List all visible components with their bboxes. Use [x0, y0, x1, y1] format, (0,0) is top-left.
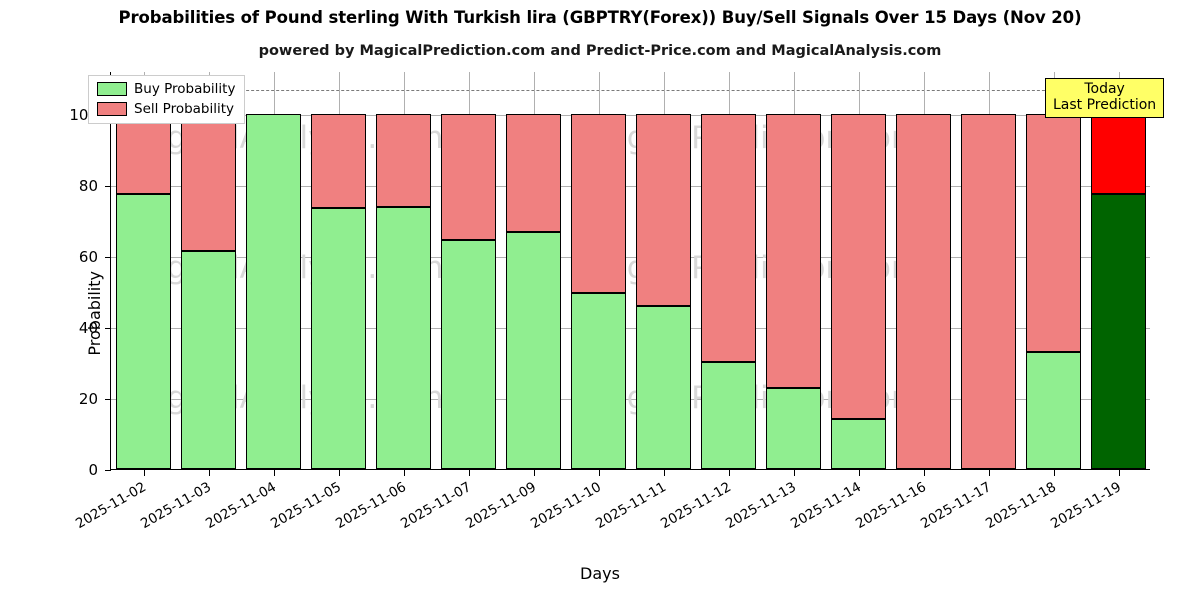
chart-legend: Buy Probability Sell Probability — [88, 75, 246, 124]
bar-2025-11-14[interactable] — [830, 113, 887, 469]
legend-label-buy: Buy Probability — [134, 81, 236, 97]
y-tick-label: 40 — [78, 318, 98, 337]
today-annotation-line2: Last Prediction — [1053, 96, 1157, 113]
y-tick-mark — [105, 256, 111, 259]
bar-segment-sell[interactable] — [1025, 113, 1082, 352]
legend-label-sell: Sell Probability — [134, 101, 235, 117]
x-tick-mark — [209, 470, 211, 476]
bar-segment-buy[interactable] — [115, 193, 172, 469]
bar-segment-buy[interactable] — [245, 113, 302, 469]
x-tick-mark — [794, 470, 796, 476]
chart-subtitle: powered by MagicalPrediction.com and Pre… — [258, 43, 942, 59]
bar-segment-buy[interactable] — [310, 208, 367, 469]
bar-2025-11-13[interactable] — [765, 113, 822, 469]
y-gridline — [111, 327, 1150, 329]
bar-segment-sell[interactable] — [895, 113, 952, 469]
y-tick-label: 60 — [78, 247, 98, 266]
y-gridline — [111, 185, 1150, 187]
bar-2025-11-04[interactable] — [245, 113, 302, 469]
bar-segment-sell[interactable] — [635, 113, 692, 306]
y-tick-mark — [105, 327, 111, 330]
y-tick-label: 0 — [88, 461, 98, 479]
bar-2025-11-12[interactable] — [700, 113, 757, 469]
x-tick-mark — [664, 470, 666, 476]
bar-segment-sell[interactable] — [310, 113, 367, 209]
threshold-dashed-line — [111, 89, 1150, 91]
bar-2025-11-19[interactable] — [1090, 113, 1147, 469]
bar-segment-sell[interactable] — [960, 113, 1017, 469]
today-annotation-line1: Today — [1084, 81, 1125, 97]
x-tick-mark — [534, 470, 536, 476]
x-tick-mark — [599, 470, 601, 476]
bar-segment-buy[interactable] — [830, 419, 887, 469]
legend-swatch-buy — [97, 82, 127, 96]
bar-segment-sell[interactable] — [375, 113, 432, 208]
bar-2025-11-16[interactable] — [895, 113, 952, 469]
bar-segment-buy[interactable] — [765, 387, 822, 469]
bar-segment-buy[interactable] — [505, 232, 562, 469]
x-tick-mark — [404, 470, 406, 476]
x-tick-mark — [1119, 470, 1121, 476]
legend-swatch-sell — [97, 102, 127, 116]
bar-segment-buy[interactable] — [180, 251, 237, 469]
y-tick-mark — [105, 398, 111, 401]
bar-segment-buy[interactable] — [375, 207, 432, 469]
x-tick-mark — [924, 470, 926, 476]
bar-segment-sell[interactable] — [765, 113, 822, 388]
bar-segment-buy[interactable] — [1025, 351, 1082, 469]
bar-segment-sell[interactable] — [700, 113, 757, 362]
x-axis-label: Days — [580, 564, 620, 583]
y-tick-label: 80 — [78, 176, 98, 195]
x-tick-mark — [729, 470, 731, 476]
bar-segment-sell[interactable] — [115, 113, 172, 194]
bar-segment-buy[interactable] — [635, 305, 692, 469]
bar-segment-sell[interactable] — [1090, 113, 1147, 194]
today-annotation: Today Last Prediction — [1045, 78, 1165, 119]
bar-2025-11-06[interactable] — [375, 113, 432, 469]
x-tick-mark — [1054, 470, 1056, 476]
x-tick-mark — [989, 470, 991, 476]
y-gridline — [111, 256, 1150, 258]
bar-segment-sell[interactable] — [440, 113, 497, 241]
bar-2025-11-10[interactable] — [570, 113, 627, 469]
bar-2025-11-07[interactable] — [440, 113, 497, 469]
bar-segment-sell[interactable] — [180, 113, 237, 252]
plot-area: MagicalAnalysis.comMagicaPrediction.comM… — [105, 72, 1150, 476]
x-tick-mark — [469, 470, 471, 476]
chart-title: Probabilities of Pound sterling With Tur… — [118, 8, 1082, 27]
bar-segment-sell[interactable] — [570, 113, 627, 294]
x-tick-mark — [144, 470, 146, 476]
bar-2025-11-11[interactable] — [635, 113, 692, 469]
x-tick-mark — [339, 470, 341, 476]
bar-2025-11-03[interactable] — [180, 113, 237, 469]
bar-segment-sell[interactable] — [830, 113, 887, 420]
legend-item-sell: Sell Probability — [97, 101, 235, 117]
bar-segment-buy[interactable] — [440, 240, 497, 469]
y-gridline — [111, 114, 1150, 116]
bar-2025-11-05[interactable] — [310, 113, 367, 469]
plot-inner: MagicalAnalysis.comMagicaPrediction.comM… — [105, 72, 1150, 476]
x-tick-mark — [859, 470, 861, 476]
bar-2025-11-09[interactable] — [505, 113, 562, 469]
bar-2025-11-18[interactable] — [1025, 113, 1082, 469]
bar-2025-11-17[interactable] — [960, 113, 1017, 469]
bar-segment-buy[interactable] — [700, 361, 757, 469]
bar-2025-11-02[interactable] — [115, 113, 172, 469]
y-axis-label: Probability — [84, 271, 104, 356]
legend-item-buy: Buy Probability — [97, 81, 235, 97]
bar-segment-buy[interactable] — [1090, 193, 1147, 469]
bar-segment-sell[interactable] — [505, 113, 562, 233]
bar-segment-buy[interactable] — [570, 293, 627, 469]
y-tick-label: 20 — [78, 389, 98, 408]
y-tick-mark — [105, 470, 111, 472]
x-tick-mark — [274, 470, 276, 476]
y-gridline — [111, 398, 1150, 400]
y-tick-mark — [105, 185, 111, 187]
